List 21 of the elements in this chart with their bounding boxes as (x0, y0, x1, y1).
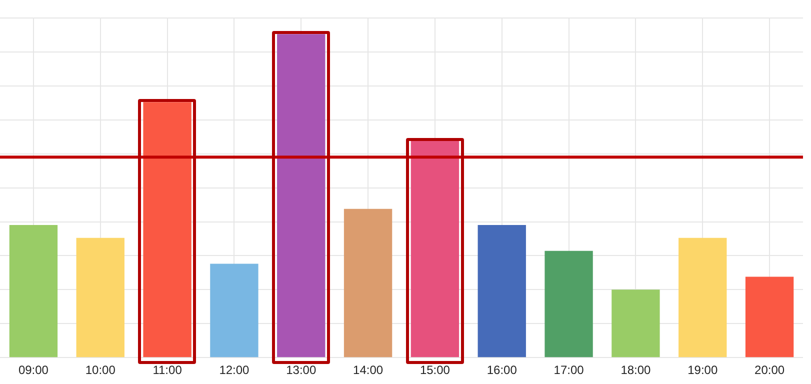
x-tick-label: 19:00 (688, 363, 718, 378)
x-tick-label: 10:00 (85, 363, 116, 378)
bar (478, 224, 526, 358)
x-tick-label: 09:00 (18, 363, 49, 378)
bar (678, 238, 727, 358)
x-tick-label: 14:00 (353, 363, 384, 378)
x-tick-label: 13:00 (286, 363, 316, 378)
bar (612, 290, 660, 358)
x-tick-label: 11:00 (152, 363, 182, 378)
bar (9, 224, 58, 358)
bar (210, 264, 258, 358)
x-tick-label: 12:00 (219, 363, 250, 378)
x-tick-label: 18:00 (620, 363, 652, 378)
bar (344, 208, 392, 358)
x-tick-label: 15:00 (420, 363, 450, 378)
x-tick-label: 17:00 (554, 363, 584, 378)
x-tick-label: 16:00 (486, 363, 518, 378)
bar (76, 238, 124, 358)
bar (745, 276, 794, 358)
bar (544, 250, 593, 358)
x-tick-label: 20:00 (754, 363, 785, 378)
